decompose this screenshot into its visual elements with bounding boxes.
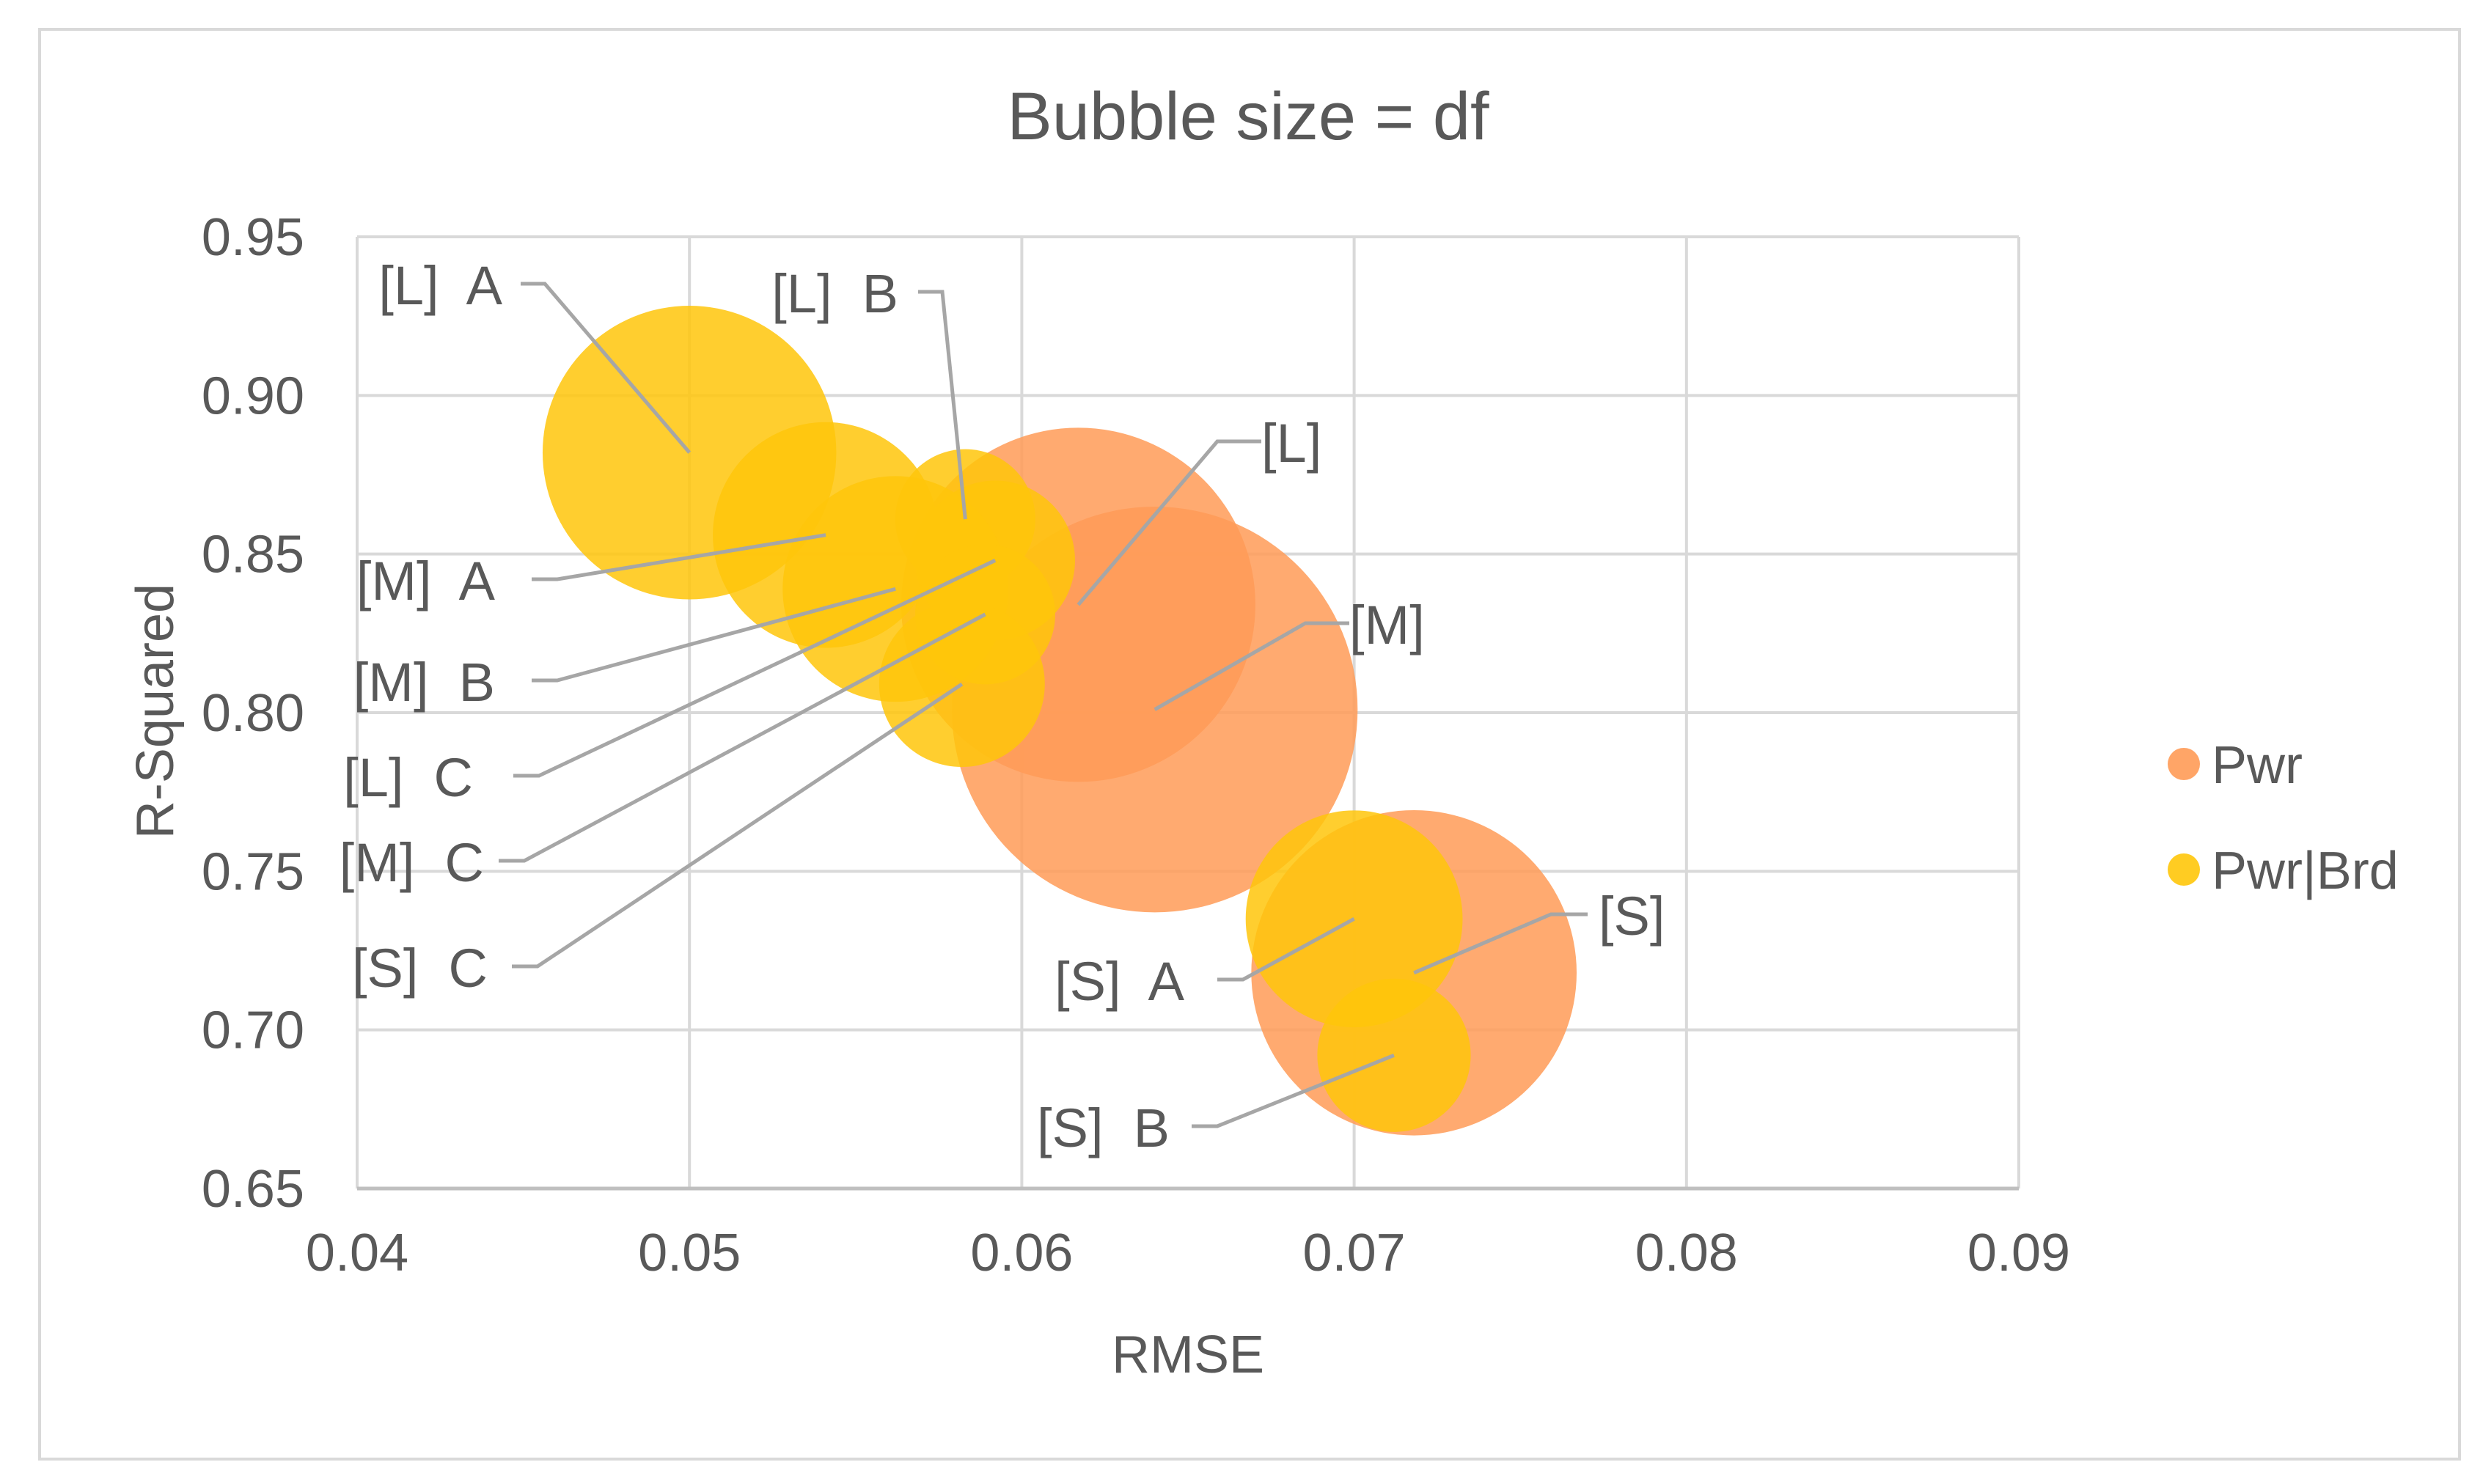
y-tick-label: 0.90 [202,367,304,425]
label-layer: [L] [M] [S] [L] A [L] B [L] C [M] A [M] B [M] C [… [340,255,1665,1158]
y-tick-label: 0.80 [202,684,304,743]
data-label: [S] A [1055,951,1185,1012]
x-tick-label: 0.05 [638,1224,741,1282]
legend-marker [2168,748,2200,780]
leader-layer [499,282,1588,1128]
legend-marker [2168,853,2200,886]
leader-line [1077,439,1261,606]
x-tick-label: 0.06 [970,1224,1073,1282]
y-tick-label: 0.70 [202,1002,304,1060]
leader-line [1192,1053,1395,1128]
x-tick-label: 0.07 [1303,1224,1406,1282]
y-tick-label: 0.85 [202,526,304,584]
chart-title: Bubble size = df [1007,79,1489,154]
data-label: [S] C [352,938,488,999]
data-label: [L] A [378,255,502,316]
y-tick-label: 0.75 [202,842,304,901]
data-label: [M] B [353,652,495,713]
data-label: [M] A [356,551,496,611]
leader-line [918,290,967,520]
leader-line [1217,917,1355,982]
leader-line [521,282,692,454]
leader-line [512,682,964,969]
tick-layer: 0.04 0.05 0.06 0.07 0.08 0.09 0.65 0.70 0.75 0.80… [202,208,2070,1282]
y-axis-title: R-Squared [126,584,185,839]
legend: Pwr Pwr|Brd [2168,736,2399,900]
data-label: [M] C [340,832,484,893]
data-label: [L] B [771,263,898,324]
leader-line [513,559,997,778]
x-axis-title: RMSE [1112,1326,1264,1384]
leader-line [532,587,896,683]
y-tick-label: 0.65 [202,1160,304,1219]
y-tick-label: 0.95 [202,208,304,267]
legend-label: Pwr|Brd [2212,842,2399,900]
data-label: [L] [1261,413,1321,474]
data-label: [S] B [1037,1098,1170,1158]
leader-line [532,533,826,581]
data-label: [S] [1599,886,1665,947]
data-label: [M] [1349,595,1425,655]
leader-line [1413,912,1588,975]
legend-label: Pwr [2212,736,2303,795]
x-tick-label: 0.09 [1967,1224,2070,1282]
x-tick-label: 0.08 [1635,1224,1738,1282]
leader-line [1154,621,1349,711]
leader-line [499,612,986,863]
data-label: [L] C [343,747,473,808]
x-tick-label: 0.04 [306,1224,408,1282]
